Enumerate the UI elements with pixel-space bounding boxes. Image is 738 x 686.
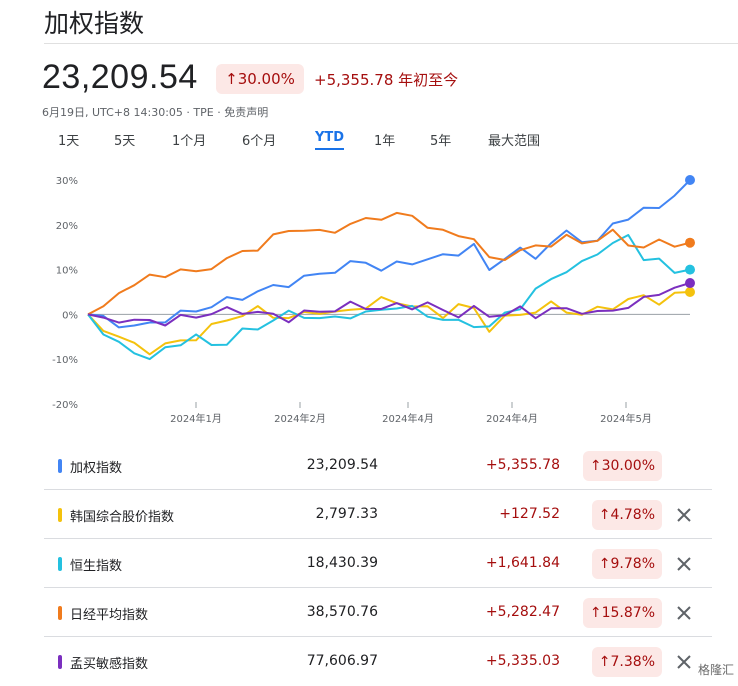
- y-tick-label: -10%: [52, 355, 78, 366]
- series-percent: 30.00%: [601, 458, 655, 474]
- arrow-up-icon: ↑: [589, 458, 602, 474]
- x-tick-label: 2024年1月: [170, 412, 222, 425]
- series-color-marker: [58, 557, 62, 571]
- y-axis: 30% 20% 10% 0% -10% -20%: [52, 176, 78, 411]
- series-name: 孟买敏感指数: [70, 657, 149, 672]
- series-percent-badge: ↑9.78%: [591, 549, 662, 579]
- series-end-dot: [685, 175, 695, 185]
- series-change: +127.52: [499, 506, 560, 522]
- series-percent-badge: ↑30.00%: [582, 451, 662, 481]
- tab-ytd[interactable]: YTD: [315, 130, 345, 150]
- series-percent: 9.78%: [610, 556, 655, 572]
- x-tick-label: 2024年5月: [600, 412, 652, 425]
- change-percent-badge: ↑30.00%: [216, 64, 304, 94]
- close-icon[interactable]: [670, 599, 698, 627]
- list-item-taiex[interactable]: 加权指数 23,209.54 +5,355.78 ↑30.00%: [44, 442, 712, 490]
- series-end-dot: [685, 287, 695, 297]
- series-lines: [87, 179, 691, 361]
- y-tick-label: 0%: [62, 310, 78, 321]
- comparison-chart[interactable]: 30% 20% 10% 0% -10% -20% 2024年1月 2024年2月 2024年4…: [0, 160, 738, 440]
- list-item-kospi[interactable]: 韩国综合股价指数 2,797.33 +127.52 ↑4.78%: [44, 491, 712, 539]
- row-divider: [44, 489, 712, 490]
- series-percent-badge: ↑4.78%: [591, 500, 662, 530]
- series-value: 23,209.54: [306, 457, 378, 473]
- series-name: 日经平均指数: [70, 608, 149, 623]
- series-end-dot: [685, 278, 695, 289]
- page-title: 加权指数: [44, 9, 145, 38]
- change-absolute: +5,355.78 年初至今: [314, 71, 459, 89]
- series-line: [87, 282, 691, 327]
- series-percent: 15.87%: [601, 605, 655, 621]
- series-color-marker: [58, 459, 62, 473]
- change-percent: 30.00%: [237, 70, 295, 88]
- series-end-dots: [685, 175, 695, 297]
- current-price: 23,209.54: [42, 58, 198, 96]
- series-percent-badge: ↑7.38%: [591, 647, 662, 677]
- series-value: 38,570.76: [306, 604, 378, 620]
- y-tick-label: 20%: [56, 221, 78, 232]
- arrow-up-icon: ↑: [598, 654, 611, 670]
- series-color-marker: [58, 606, 62, 620]
- row-divider: [44, 538, 712, 539]
- x-tick-label: 2024年2月: [274, 412, 326, 425]
- y-tick-label: 10%: [56, 266, 78, 277]
- header-divider: [44, 43, 738, 44]
- row-divider: [44, 587, 712, 588]
- series-color-marker: [58, 508, 62, 522]
- tab-5d[interactable]: 5天: [114, 134, 136, 149]
- close-icon[interactable]: [670, 501, 698, 529]
- series-value: 18,430.39: [306, 555, 378, 571]
- series-change: +1,641.84: [485, 555, 560, 571]
- series-value: 77,606.97: [306, 653, 378, 669]
- list-item-hsi[interactable]: 恒生指数 18,430.39 +1,641.84 ↑9.78%: [44, 540, 712, 588]
- list-item-sensex[interactable]: 孟买敏感指数 77,606.97 +5,335.03 ↑7.38%: [44, 638, 712, 686]
- arrow-up-icon: ↑: [589, 605, 602, 621]
- timestamp-disclaimer[interactable]: 6月19日, UTC+8 14:30:05 · TPE · 免责声明: [42, 106, 269, 119]
- series-color-marker: [58, 655, 62, 669]
- tab-max[interactable]: 最大范围: [488, 134, 541, 149]
- arrow-up-icon: ↑: [598, 556, 611, 572]
- series-line: [87, 234, 691, 361]
- arrow-up-icon: ↑: [598, 507, 611, 523]
- series-percent-badge: ↑15.87%: [582, 598, 662, 628]
- tab-1m[interactable]: 1个月: [172, 134, 207, 149]
- series-change: +5,335.03: [485, 653, 560, 669]
- series-change: +5,355.78: [485, 457, 560, 473]
- series-end-dot: [685, 264, 695, 275]
- series-change: +5,282.47: [485, 604, 560, 620]
- series-line: [87, 211, 691, 316]
- x-tick-label: 2024年4月: [486, 412, 538, 425]
- tab-5y[interactable]: 5年: [430, 134, 452, 149]
- arrow-up-icon: ↑: [225, 70, 238, 88]
- row-divider: [44, 636, 712, 637]
- x-tick-label: 2024年4月: [382, 412, 434, 425]
- series-end-dot: [685, 237, 695, 248]
- close-icon[interactable]: [670, 550, 698, 578]
- y-tick-label: -20%: [52, 400, 78, 411]
- series-name: 加权指数: [70, 461, 123, 476]
- tab-1y[interactable]: 1年: [374, 134, 396, 149]
- series-percent: 4.78%: [610, 507, 655, 523]
- series-percent: 7.38%: [610, 654, 655, 670]
- x-axis: 2024年1月 2024年2月 2024年4月 2024年4月 2024年5月: [170, 402, 652, 425]
- tab-1d[interactable]: 1天: [58, 134, 80, 149]
- tab-6m[interactable]: 6个月: [242, 134, 277, 149]
- y-tick-label: 30%: [56, 176, 78, 187]
- watermark-logo: 格隆汇: [697, 663, 734, 677]
- series-name: 恒生指数: [70, 559, 123, 574]
- series-name: 韩国综合股价指数: [70, 510, 175, 525]
- series-value: 2,797.33: [315, 506, 378, 522]
- list-item-nikkei[interactable]: 日经平均指数 38,570.76 +5,282.47 ↑15.87%: [44, 589, 712, 637]
- close-icon[interactable]: [670, 648, 698, 676]
